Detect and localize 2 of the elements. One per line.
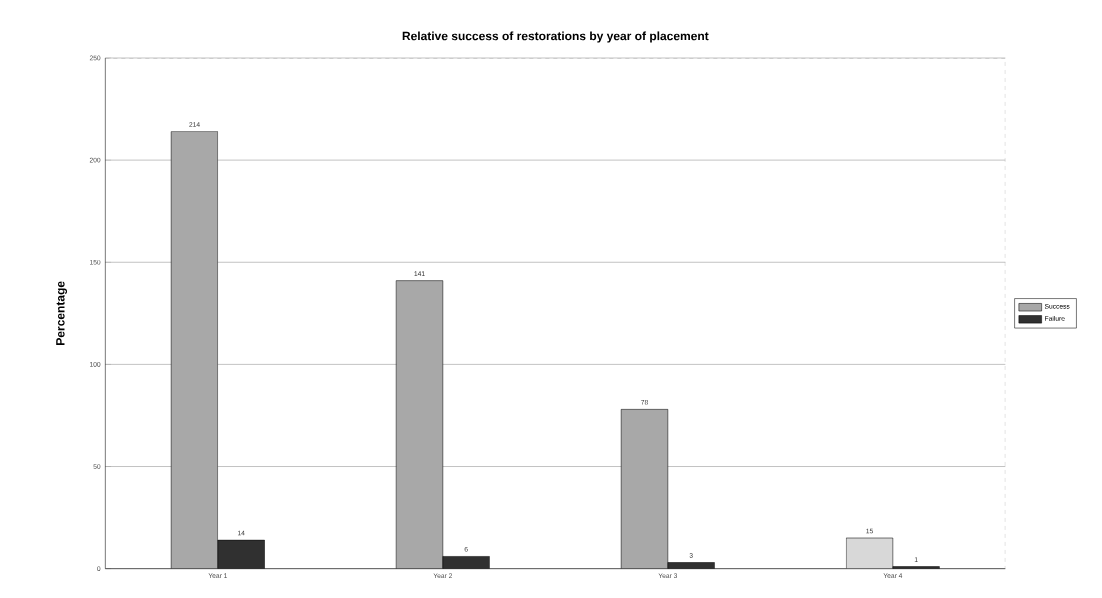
- y-axis-title: Percentage: [56, 281, 68, 345]
- chart-title: Relative success of restorations by year of placement: [402, 31, 709, 43]
